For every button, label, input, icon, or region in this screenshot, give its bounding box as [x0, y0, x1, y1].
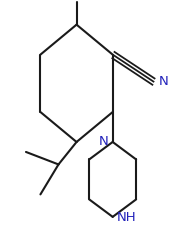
Text: NH: NH	[117, 210, 137, 224]
Text: N: N	[98, 135, 108, 148]
Text: N: N	[159, 75, 169, 88]
